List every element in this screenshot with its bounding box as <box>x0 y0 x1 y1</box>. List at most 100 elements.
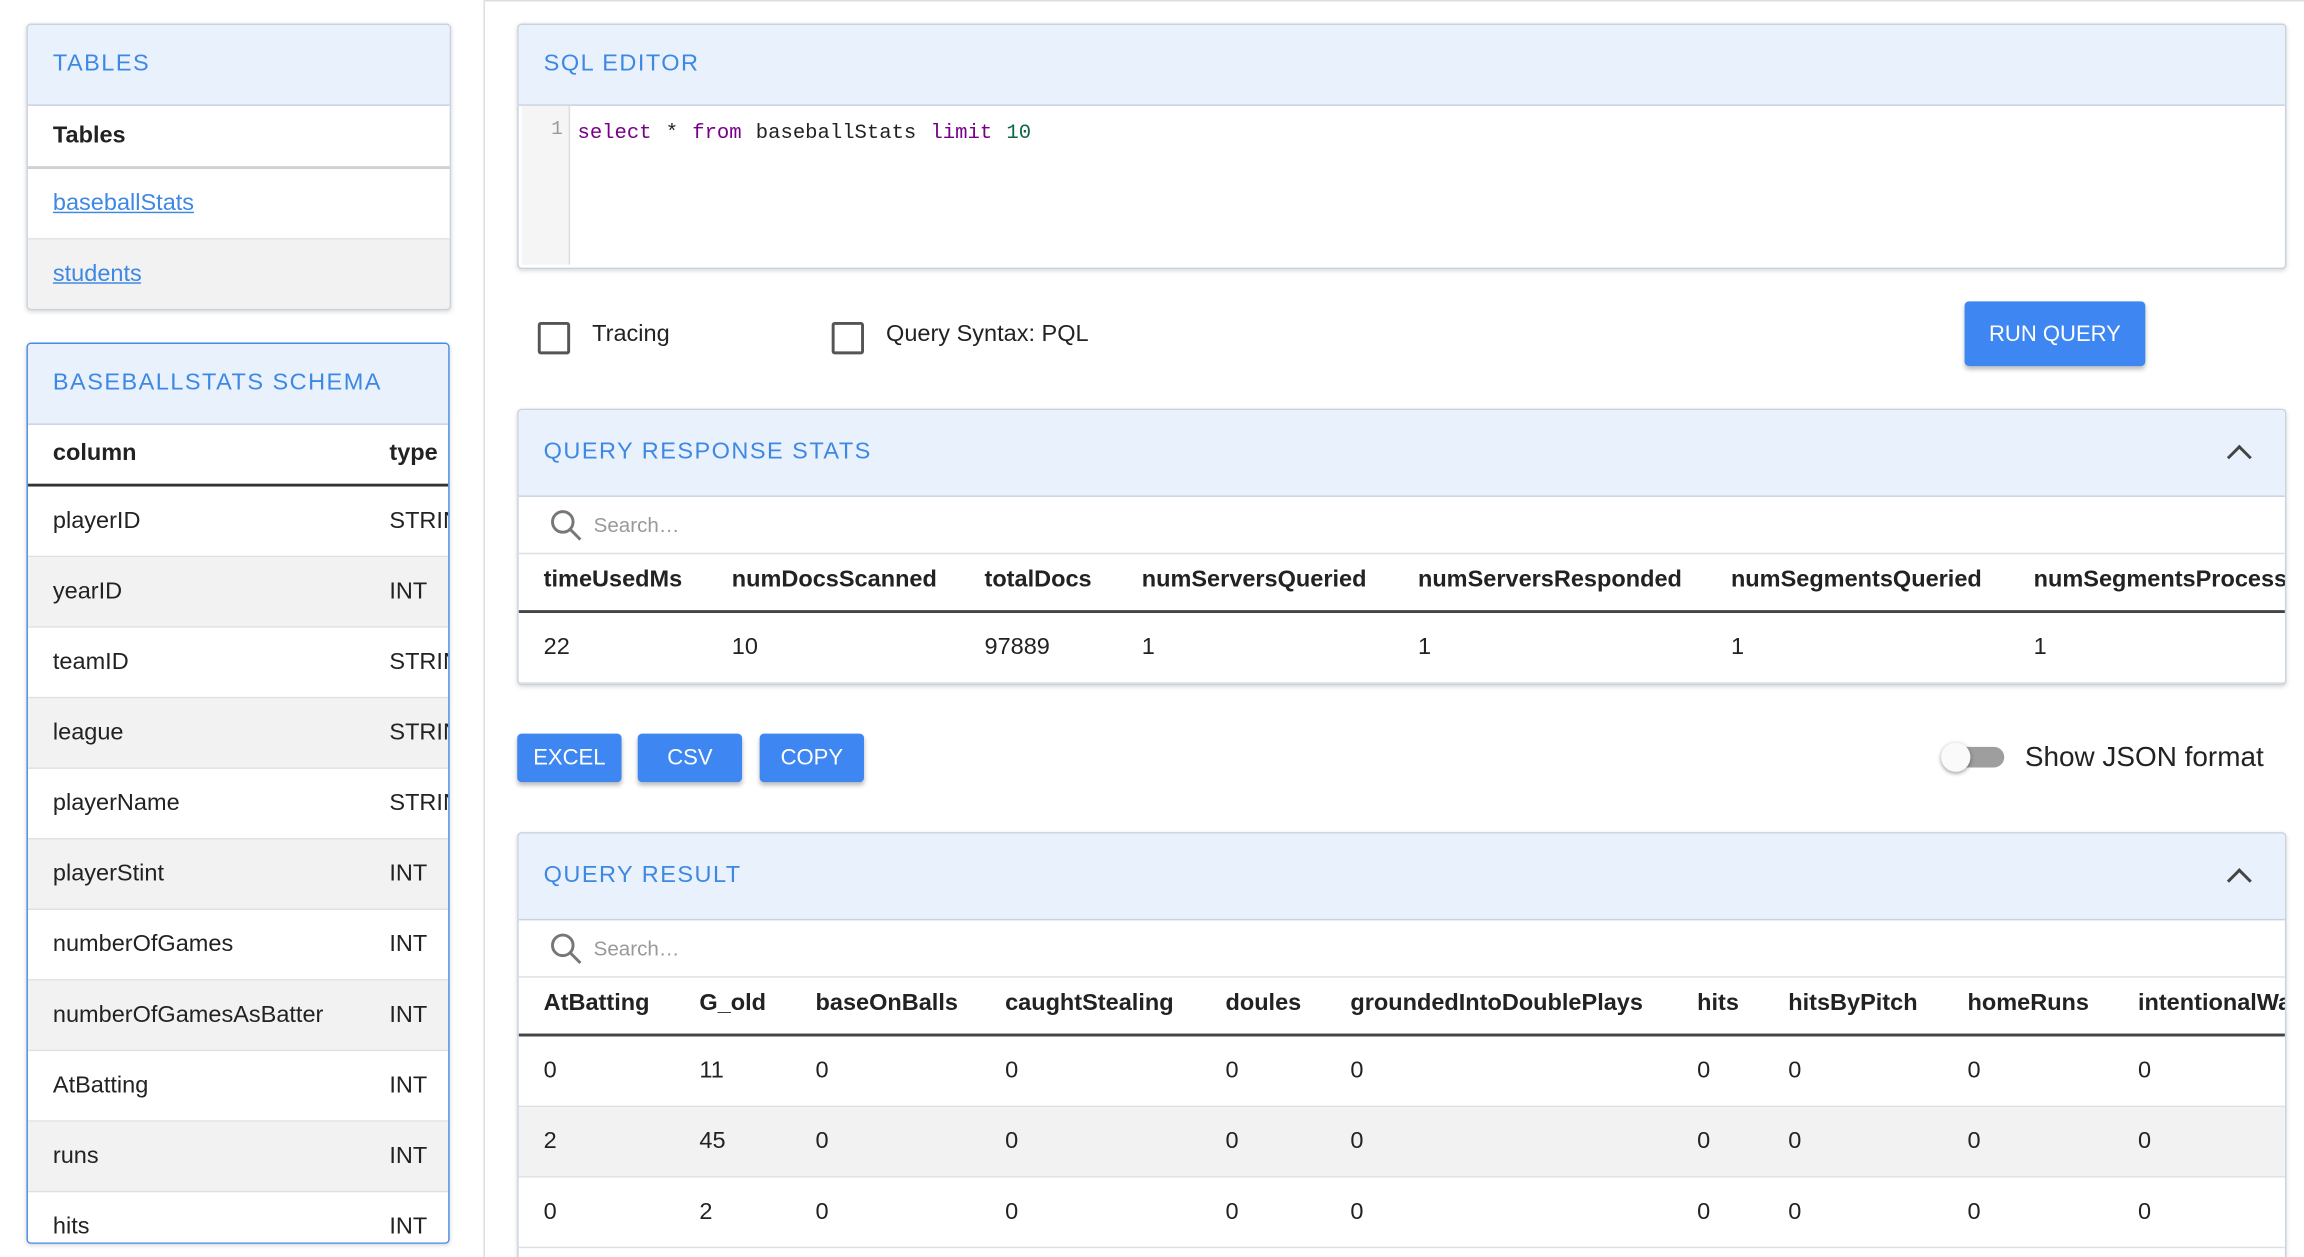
table-row: students <box>27 239 450 309</box>
export-button[interactable]: COPY <box>759 733 865 783</box>
tables-panel: TABLES Tables baseballStats students <box>26 23 452 311</box>
table-cell: 0 <box>2137 1198 2152 1224</box>
table-cell: 0 <box>1967 1057 1981 1083</box>
schema-row: yearID INT <box>27 557 449 628</box>
sql-editor-panel: SQL EDITOR 1 select * from baseballStats… <box>517 23 2287 270</box>
table-row: baseballStats <box>27 169 450 240</box>
schema-row: playerName STRING <box>27 768 448 840</box>
column-type: STRING <box>389 649 448 675</box>
syntax-checkbox[interactable] <box>831 321 865 355</box>
table-cell: 0 <box>1788 1128 1802 1154</box>
table-cell: 0 <box>1967 1128 1981 1154</box>
stats-panel: QUERY RESPONSE STATS Search… timeUsedMs n… <box>517 408 2287 686</box>
table-header: timeUsedMs numDocsScanned totalDocs numServ… <box>518 551 2287 614</box>
column-name: playerID <box>52 507 141 533</box>
panel-title: QUERY RESPONSE STATS <box>543 439 872 465</box>
panel-header: QUERY RESULT <box>518 833 2285 921</box>
column-name: playerName <box>52 790 180 816</box>
column-type: STRING <box>389 719 448 745</box>
collapse-icon[interactable] <box>2226 868 2252 894</box>
column-header: column <box>52 441 137 467</box>
column-header: type <box>389 441 438 467</box>
collapse-icon[interactable] <box>2226 444 2252 470</box>
panel-header: TABLES <box>27 24 450 106</box>
keyword: from <box>692 122 742 146</box>
table-link[interactable]: students <box>52 260 142 286</box>
table-cell: 1 <box>1141 634 1155 660</box>
panel-header: QUERY RESPONSE STATS <box>518 410 2285 497</box>
header-text: Tables <box>52 122 126 148</box>
schema-header: column type <box>27 425 449 487</box>
tracing-checkbox[interactable] <box>537 321 571 355</box>
column-header: hitsByPitch <box>1788 990 1918 1016</box>
number: 10 <box>1006 122 1032 146</box>
result-panel: QUERY RESULT Search… AtBatting G_old baseO… <box>517 832 2287 1257</box>
table-row: 22 10 97889 1 1 1 1 <box>518 613 2285 684</box>
column-header: homeRuns <box>1967 990 2089 1016</box>
panel-header: SQL EDITOR <box>518 24 2285 106</box>
divider <box>484 0 2304 2</box>
column-name: numberOfGamesAsBatter <box>52 1001 324 1027</box>
gutter: 1 <box>521 105 571 265</box>
table-cell: 0 <box>1350 1057 1364 1083</box>
column-header: numSegmentsProcessed <box>2033 567 2287 593</box>
column-header: timeUsedMs <box>543 567 683 593</box>
column-header: numServersResponded <box>1417 567 1682 593</box>
table-cell: 0 <box>1225 1128 1239 1154</box>
table-cell: 0 <box>1697 1128 1711 1154</box>
table-cell: 97889 <box>984 634 1050 660</box>
column-name: hits <box>52 1213 90 1239</box>
column-name: teamID <box>52 649 129 675</box>
table-cell: 0 <box>815 1057 829 1083</box>
table-cell: 1 <box>1417 634 1432 660</box>
operator: * <box>665 122 679 146</box>
export-button[interactable]: EXCEL <box>517 733 622 783</box>
search-box[interactable]: Search… <box>518 497 2285 555</box>
table-cell: 22 <box>543 634 570 660</box>
column-type: STRING <box>389 790 448 816</box>
column-type: INT <box>389 1072 428 1098</box>
run-query-button[interactable]: RUN QUERY <box>1964 301 2146 367</box>
column-name: yearID <box>52 578 123 604</box>
panel-header: BASEBALLSTATS SCHEMA <box>27 344 449 425</box>
table-cell: 0 <box>1005 1128 1019 1154</box>
table-header: Tables <box>27 106 450 170</box>
column-header: baseOnBalls <box>815 990 958 1016</box>
column-header: doules <box>1225 990 1302 1016</box>
search-box[interactable]: Search… <box>518 920 2285 978</box>
table-cell: 0 <box>1225 1057 1239 1083</box>
schema-row: playerStint INT <box>27 839 449 911</box>
schema-row: league STRING <box>27 698 448 769</box>
toggle-label: Show JSON format <box>2024 742 2264 774</box>
table-cell: 0 <box>1967 1198 1981 1224</box>
checkbox-label: Tracing <box>592 321 670 347</box>
export-button[interactable]: CSV <box>637 733 743 783</box>
table-cell: 0 <box>2137 1057 2152 1083</box>
search-icon <box>551 933 582 965</box>
keyword: select <box>577 122 652 146</box>
table-cell: 0 <box>815 1198 829 1224</box>
column-type: INT <box>389 1143 428 1169</box>
column-type: INT <box>389 578 428 604</box>
table-cell: 2 <box>699 1198 713 1224</box>
table-link[interactable]: baseballStats <box>52 190 195 216</box>
schema-row: numberOfGames INT <box>27 910 449 981</box>
table-cell: 10 <box>731 634 758 660</box>
column-header: caughtStealing <box>1005 990 1174 1016</box>
column-name: AtBatting <box>52 1072 149 1098</box>
button-label: EXCEL <box>533 745 606 771</box>
column-type: INT <box>389 1001 428 1027</box>
table-cell: 45 <box>699 1128 726 1154</box>
table-cell: 1 <box>2033 634 2047 660</box>
panel-title: TABLES <box>52 51 151 77</box>
schema-panel: BASEBALLSTATS SCHEMA column type playerI… <box>26 342 450 1244</box>
query-text: select * from baseballStats limit 10 <box>577 116 1032 146</box>
table-cell: 0 <box>543 1198 557 1224</box>
search-placeholder: Search… <box>593 936 680 961</box>
schema-row: runs INT <box>27 1121 449 1193</box>
json-toggle-thumb[interactable] <box>1941 742 1971 772</box>
column-name: league <box>52 719 124 745</box>
column-type: INT <box>389 860 428 886</box>
table-cell: 11 <box>699 1057 724 1083</box>
